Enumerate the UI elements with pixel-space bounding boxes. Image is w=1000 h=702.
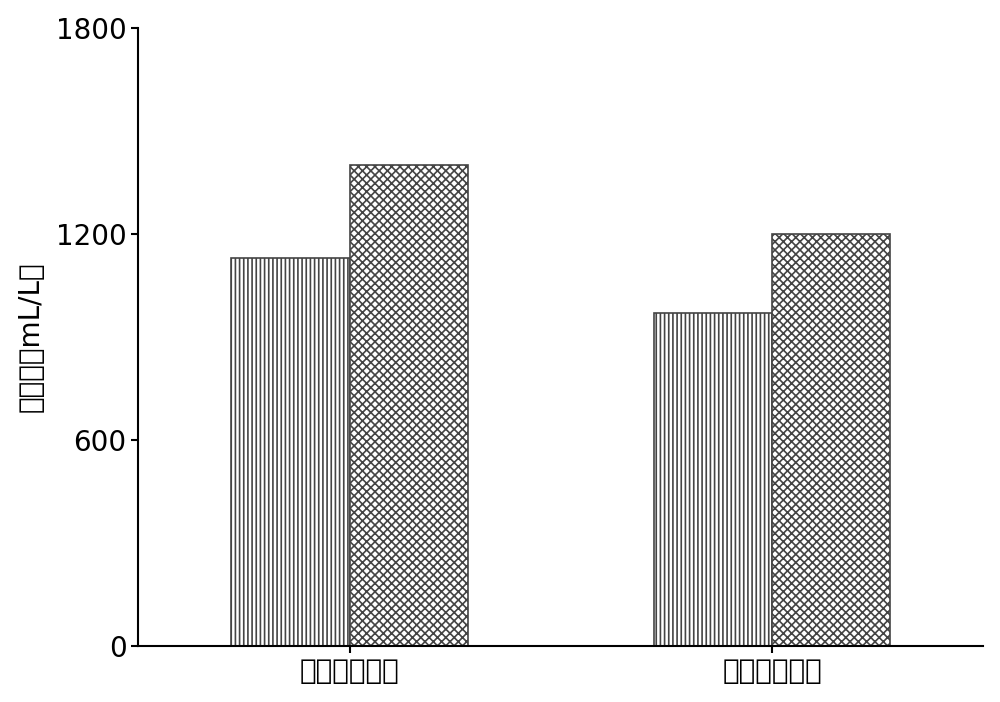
Bar bbox=[772, 234, 890, 646]
Y-axis label: 产氢量（mL/L）: 产氢量（mL/L） bbox=[17, 261, 45, 412]
Bar bbox=[350, 165, 468, 646]
Bar bbox=[231, 258, 350, 646]
Bar bbox=[654, 312, 772, 646]
